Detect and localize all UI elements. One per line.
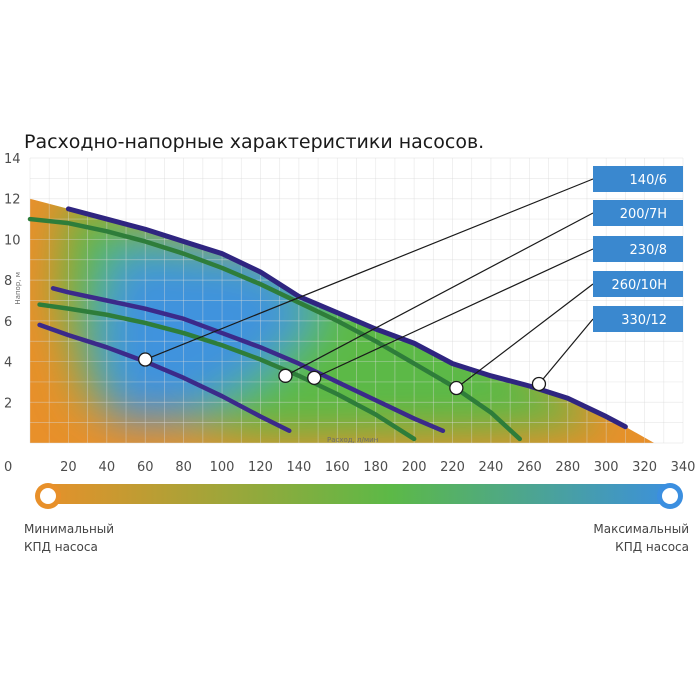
x-tick-label: 60: [137, 460, 154, 475]
x-tick-label: 260: [517, 460, 542, 475]
legend-box: [593, 200, 683, 226]
x-tick-label: 220: [440, 460, 465, 475]
x-tick-label: 20: [60, 460, 77, 475]
max-efficiency-label-2: КПД насоса: [615, 540, 689, 554]
x-axis-ticks: 0 20 40 60 80 100 120 140 160 180 200 220 240 260 280 3…: [4, 460, 695, 475]
x-tick-label: 200: [402, 460, 427, 475]
x-tick-label: 300: [594, 460, 619, 475]
x-tick-label: 120: [248, 460, 273, 475]
y-axis-label: Напор, м: [14, 272, 22, 305]
leader-lines: [145, 178, 594, 389]
y-tick-label: 12: [4, 193, 21, 208]
legend-box: [593, 236, 683, 262]
legend-box: [593, 271, 683, 297]
curve-marker: [278, 368, 293, 383]
efficiency-gradient-bar: [38, 484, 680, 504]
x-tick-label: 80: [175, 460, 192, 475]
max-efficiency-label-1: Максимальный: [593, 522, 689, 536]
leader-line: [313, 248, 594, 379]
efficiency-bar: Минимальный КПД насоса Максимальный КПД …: [24, 483, 689, 554]
leader-line: [145, 178, 594, 361]
y-tick-label: 10: [4, 233, 21, 248]
curve-230/8: [50, 286, 446, 434]
leader-line: [538, 318, 594, 385]
pump-curves: [27, 206, 628, 442]
x-tick-label: 160: [325, 460, 350, 475]
curve-marker: [138, 352, 153, 367]
x-tick-label: 320: [632, 460, 657, 475]
chart-title: Расходно-напорные характеристики насосов…: [24, 131, 484, 153]
curve-marker: [307, 370, 322, 386]
x-tick-label: 280: [555, 460, 580, 475]
leader-line: [285, 212, 594, 377]
y-tick-label: 14: [4, 152, 21, 167]
legend-label: 200/7Н: [620, 207, 667, 222]
x-axis-label: Расход, л/мин: [327, 436, 378, 444]
min-efficiency-label-2: КПД насоса: [24, 540, 98, 554]
curve-marker: [531, 376, 547, 392]
y-tick-label: 2: [4, 396, 12, 411]
curve-260/10Н: [27, 216, 522, 442]
x-tick-label: 180: [363, 460, 388, 475]
legend-label: 230/8: [630, 243, 667, 258]
y-axis-ticks: 2 4 6 8 10 12 14: [4, 152, 21, 411]
min-efficiency-label-1: Минимальный: [24, 522, 114, 536]
legend-label: 140/6: [630, 173, 667, 188]
curve-200/7Н: [37, 302, 417, 442]
curve-marker: [449, 380, 464, 396]
y-tick-label: 6: [4, 315, 12, 330]
x-tick-label: 140: [286, 460, 311, 475]
curve-140/6: [37, 322, 292, 434]
curve-markers: [138, 352, 547, 396]
legend-label: 330/12: [621, 313, 667, 328]
y-tick-label: 8: [4, 274, 12, 289]
legend-box: [593, 166, 683, 192]
curve-330/12: [65, 206, 628, 430]
x-tick-label: 40: [99, 460, 116, 475]
x-tick-label: 240: [479, 460, 504, 475]
x-tick-label: 100: [210, 460, 235, 475]
x-tick-label: 340: [671, 460, 696, 475]
y-tick-label: 4: [4, 356, 12, 371]
legend: 140/6 200/7Н 230/8 260/10Н 330/12: [593, 166, 683, 332]
legend-box: [593, 306, 683, 332]
legend-label: 260/10Н: [611, 278, 667, 293]
leader-line: [456, 283, 594, 389]
x-tick-label: 0: [4, 460, 12, 475]
